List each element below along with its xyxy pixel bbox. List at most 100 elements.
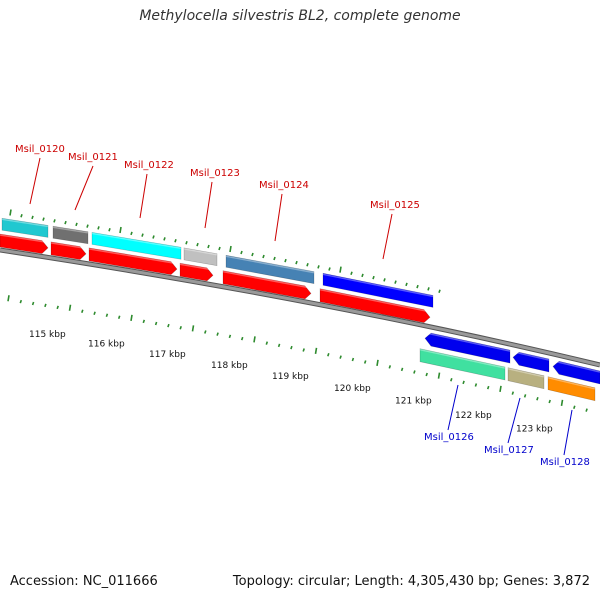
- scale-tick: [363, 360, 367, 364]
- scale-tick: [240, 336, 244, 341]
- gene-Msil_0124: [225, 254, 315, 284]
- upper-tick: [295, 260, 298, 265]
- callout-line-Msil_0120: [29, 157, 41, 205]
- gene-Msil_0128-shine: [547, 376, 596, 390]
- scale-label-4: 118 kbp: [211, 361, 248, 371]
- upper-tick: [86, 224, 89, 228]
- scale-tick: [400, 367, 404, 372]
- scale-tick: [511, 391, 515, 395]
- callout-line-Msil_0125: [382, 213, 393, 260]
- upper-tick: [196, 242, 199, 247]
- scale-tick: [253, 336, 256, 343]
- upper-tick: [350, 271, 353, 275]
- scale-tick: [277, 343, 281, 348]
- scale-tick: [117, 315, 121, 320]
- callout-line-Msil_0128: [563, 409, 573, 456]
- upper-tick: [240, 250, 243, 255]
- rev-cds-Msil_0128-shine: [552, 360, 600, 373]
- gene-Msil_0124-shine: [225, 255, 315, 274]
- scale-label-7: 121 kbp: [395, 396, 432, 406]
- scale-tick: [81, 309, 84, 314]
- upper-tick: [416, 284, 419, 289]
- upper-tick: [328, 267, 331, 271]
- scale-tick: [19, 299, 23, 304]
- cds-arrow-4: [179, 262, 214, 282]
- scale-tick: [536, 396, 539, 401]
- upper-tick: [317, 265, 320, 269]
- upper-tick: [229, 245, 232, 253]
- gene-Msil_0123-shine: [183, 248, 218, 256]
- upper-tick: [31, 215, 34, 220]
- scale-tick: [474, 383, 478, 387]
- scale-tick: [290, 345, 293, 350]
- upper-tick: [218, 246, 221, 251]
- upper-tick: [339, 266, 342, 273]
- cds-arrow-6: [319, 288, 431, 323]
- gene-Msil_0121-shine: [52, 226, 89, 234]
- label-Msil_0120: Msil_0120: [15, 144, 65, 155]
- gene-Msil_0122-shine: [91, 232, 182, 250]
- scale-tick: [130, 314, 133, 321]
- scale-tick: [167, 323, 170, 328]
- gene-Msil_0123: [183, 247, 218, 267]
- scale-tick: [585, 408, 588, 412]
- upper-tick: [130, 231, 133, 236]
- upper-tick: [405, 282, 408, 287]
- scale-tick: [388, 365, 392, 369]
- scale-label-5: 119 kbp: [272, 372, 309, 382]
- upper-tick: [119, 226, 122, 234]
- scale-tick: [154, 321, 158, 326]
- rev-cds-Msil_0127-shine: [512, 351, 550, 361]
- upper-tick: [438, 289, 441, 293]
- cds-arrow-5-shine: [222, 270, 312, 289]
- cds-arrow-6-shine: [319, 288, 431, 313]
- upper-tick: [20, 213, 23, 218]
- scale-tick: [523, 394, 527, 398]
- rev-cds-Msil_0128: [552, 360, 600, 385]
- gene-Msil_0126-shine: [419, 348, 506, 369]
- scale-tick: [228, 334, 232, 339]
- upper-tick: [251, 252, 254, 257]
- label-Msil_0121: Msil_0121: [68, 152, 118, 163]
- scale-tick: [191, 325, 195, 332]
- upper-tick: [306, 262, 309, 267]
- upper-tick: [64, 220, 67, 225]
- scale-tick: [351, 357, 355, 362]
- gene-Msil_0125-shine: [322, 273, 434, 298]
- upper-tick: [427, 287, 430, 291]
- gene-Msil_0125: [322, 272, 434, 308]
- label-Msil_0123: Msil_0123: [190, 168, 240, 179]
- scale-tick: [142, 319, 146, 324]
- upper-tick: [42, 217, 45, 221]
- cds-arrow-3: [88, 247, 178, 275]
- scale-tick: [327, 352, 330, 357]
- scale-label-9: 123 kbp: [516, 425, 553, 435]
- gene-Msil_0121: [52, 225, 89, 245]
- scale-tick: [573, 405, 576, 410]
- scale-tick: [93, 311, 96, 316]
- upper-tick: [97, 226, 100, 230]
- scale-tick: [499, 385, 502, 393]
- scale-tick: [68, 304, 72, 311]
- scale-tick: [105, 313, 109, 318]
- scale-tick: [560, 399, 564, 407]
- scale-label-6: 120 kbp: [334, 384, 371, 394]
- scale-tick: [462, 380, 465, 385]
- cds-arrow-2-shine: [50, 242, 87, 250]
- cds-arrow-2: [50, 241, 87, 260]
- upper-tick: [9, 209, 12, 216]
- rev-cds-Msil_0126-shine: [424, 332, 511, 352]
- callout-line-Msil_0124: [274, 193, 283, 242]
- scale-tick: [548, 399, 551, 404]
- upper-tick: [273, 256, 276, 261]
- upper-tick: [152, 235, 155, 239]
- scale-tick: [314, 347, 318, 354]
- gene-Msil_0128: [547, 376, 596, 402]
- gene-Msil_0127: [507, 367, 545, 390]
- upper-tick: [185, 240, 188, 245]
- upper-tick: [163, 237, 166, 241]
- gene-Msil_0126: [419, 348, 506, 381]
- scale-tick: [44, 303, 47, 308]
- label-Msil_0128: Msil_0128: [540, 457, 590, 468]
